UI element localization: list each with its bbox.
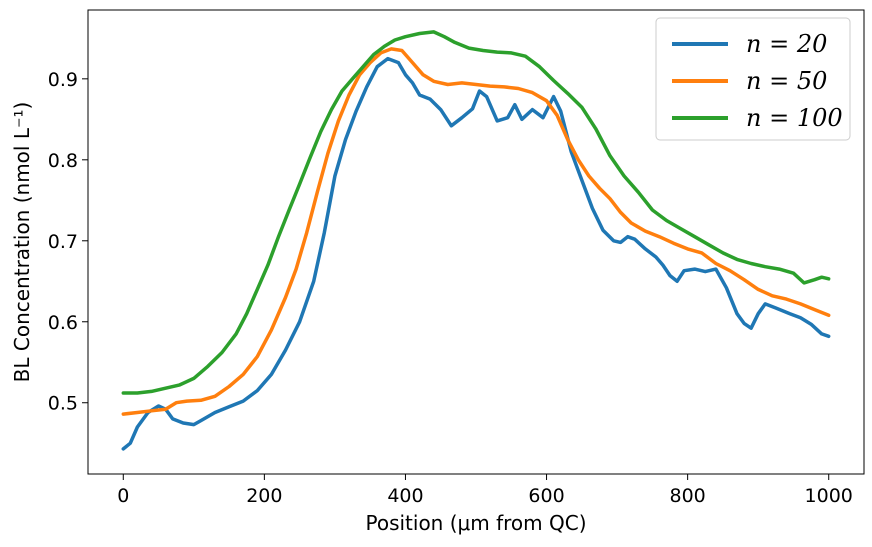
series-line-2 [121,47,831,416]
legend-label-1: n = 20 [746,30,827,58]
y-tick-label: 0.6 [48,312,78,334]
x-tick-label: 400 [387,485,423,507]
legend-label-2: n = 50 [746,67,827,95]
series-layer [121,30,831,451]
plot-area-frame [87,9,865,475]
x-axis-ticks: 0 200 400 600 800 1000 [117,474,853,507]
y-tick-label: 0.9 [48,69,78,91]
legend-items: n = 20 n = 50 n = 100 [672,30,843,132]
x-axis-title: Position (μm from QC) [365,511,586,535]
x-tick-label: 800 [670,485,706,507]
y-tick-label: 0.5 [48,393,78,415]
legend: n = 20 n = 50 n = 100 [655,17,851,141]
series-line-3 [121,30,831,395]
x-tick-label: 0 [117,485,129,507]
series-line-1 [121,56,831,451]
legend-label-3: n = 100 [746,104,843,132]
y-tick-label: 0.7 [48,231,78,253]
x-tick-label: 600 [528,485,564,507]
y-tick-label: 0.8 [48,150,78,172]
x-tick-label: 1000 [805,485,853,507]
y-axis-title: BL Concentration (nmol L⁻¹) [10,102,34,383]
x-tick-label: 200 [246,485,282,507]
legend-frame [655,17,851,141]
y-axis-ticks: 0.5 0.6 0.7 0.8 0.9 [48,69,88,415]
